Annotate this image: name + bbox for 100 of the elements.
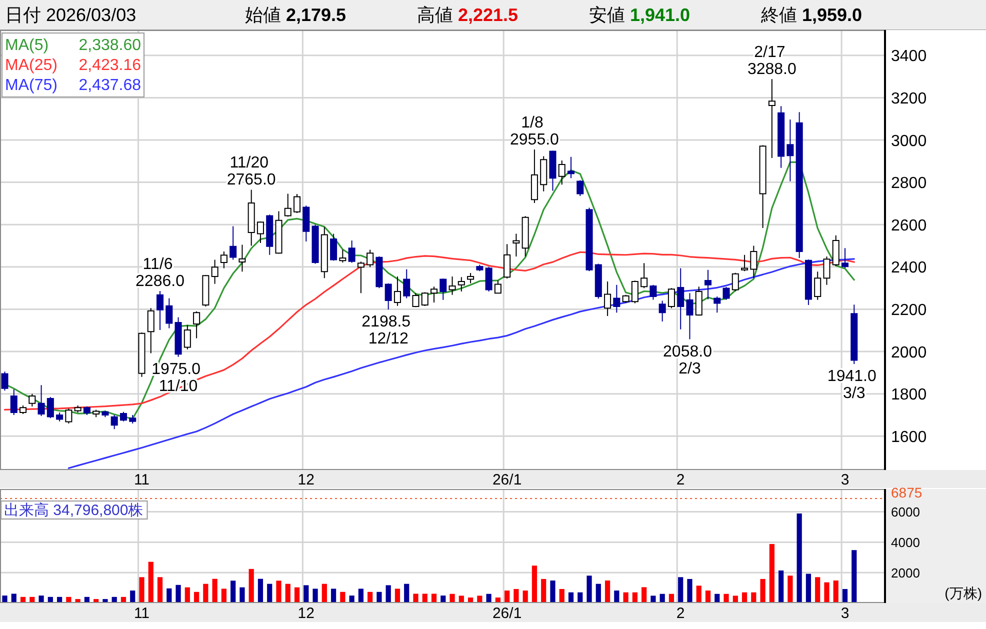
candlestick xyxy=(850,304,858,365)
bar xyxy=(2,596,8,603)
y-tick-label: 3000 xyxy=(891,132,927,150)
candlestick xyxy=(110,414,118,430)
candlestick xyxy=(750,245,758,279)
candlestick xyxy=(522,216,529,258)
candlestick xyxy=(512,233,520,258)
candlestick xyxy=(732,272,739,292)
candlestick xyxy=(174,316,182,358)
candlestick xyxy=(778,106,785,168)
y-tick-label: 6000 xyxy=(891,504,920,520)
candlestick xyxy=(658,300,666,322)
y-tick-label: 3200 xyxy=(891,90,927,108)
annotation: 11/20 2765.0 xyxy=(226,154,276,189)
candlestick xyxy=(841,248,849,268)
bar xyxy=(778,570,784,603)
bar xyxy=(559,589,564,603)
x-tick-label: 26/1 xyxy=(492,472,522,488)
y-tick-label: 2200 xyxy=(891,302,927,319)
candlestick xyxy=(284,193,292,218)
candlestick xyxy=(193,310,200,339)
x-tick-label: 3 xyxy=(840,605,850,622)
annotation: 2/17 3288.0 xyxy=(747,44,796,78)
annotation: 2058.0 2/3 xyxy=(663,343,716,378)
candlestick xyxy=(147,308,154,354)
bar xyxy=(240,587,245,603)
candlestick xyxy=(366,249,374,268)
bar xyxy=(358,588,364,603)
candlestick xyxy=(704,269,712,300)
candlestick xyxy=(248,189,255,246)
candlestick xyxy=(504,244,511,280)
candlestick xyxy=(294,193,301,214)
bar xyxy=(203,584,208,603)
bar xyxy=(413,594,418,603)
candlestick xyxy=(631,280,638,304)
bar xyxy=(842,589,848,603)
bar xyxy=(824,582,830,603)
bar xyxy=(230,580,236,603)
candlestick xyxy=(832,234,840,266)
x-tick-label: 12 xyxy=(298,605,314,622)
candlestick xyxy=(56,412,64,422)
bar xyxy=(550,580,556,603)
bar xyxy=(678,577,684,603)
y-tick-label: 1800 xyxy=(891,386,927,404)
bar xyxy=(532,566,538,603)
bar xyxy=(769,544,774,603)
bar xyxy=(248,568,254,603)
candlestick xyxy=(38,384,45,417)
bar xyxy=(450,594,455,603)
bar xyxy=(394,588,400,603)
candlestick xyxy=(594,263,602,300)
candlestick xyxy=(238,244,246,272)
chart-title: 日付 2026/03/03 xyxy=(5,5,136,25)
y-axis-title: (万株) xyxy=(944,585,982,601)
x-tick-label: 2 xyxy=(676,472,685,488)
x-tick-label: 12 xyxy=(298,472,314,488)
bar xyxy=(386,585,391,603)
bar xyxy=(166,588,172,603)
candlestick xyxy=(184,324,191,350)
candlestick xyxy=(1,371,8,392)
candlestick xyxy=(604,281,612,316)
text: 高値 2,221.5 xyxy=(417,5,518,25)
bar xyxy=(833,580,838,603)
bar xyxy=(541,578,546,603)
candlestick xyxy=(476,264,484,272)
annotation: 2198.5 12/12 xyxy=(362,314,416,348)
text: 安値 1,941.0 xyxy=(589,5,690,25)
bar xyxy=(705,590,711,603)
candlestick xyxy=(613,284,620,314)
bar xyxy=(221,588,226,603)
y-tick-label: 1600 xyxy=(891,428,927,446)
candlestick xyxy=(796,112,803,259)
bar xyxy=(212,578,218,603)
bar xyxy=(623,592,628,603)
candlestick xyxy=(20,404,27,414)
candlestick xyxy=(714,296,721,314)
candlestick xyxy=(650,284,657,300)
bar xyxy=(148,562,154,603)
candlestick xyxy=(640,262,648,289)
bar xyxy=(276,580,282,603)
candlestick xyxy=(202,274,210,307)
candlestick xyxy=(440,278,447,300)
bar xyxy=(852,550,857,603)
candlestick xyxy=(120,411,127,422)
bar xyxy=(258,578,264,603)
bar xyxy=(650,596,656,603)
candlestick xyxy=(65,408,72,424)
candlestick xyxy=(458,276,465,292)
candlestick xyxy=(74,404,82,413)
ref-line-label: 6875 xyxy=(891,484,922,500)
candlestick xyxy=(46,396,54,419)
candlestick xyxy=(804,259,812,306)
bar xyxy=(176,584,181,603)
candlestick xyxy=(558,160,566,186)
bar xyxy=(604,580,610,603)
bar xyxy=(796,513,802,603)
bar xyxy=(760,578,766,603)
bar xyxy=(504,590,510,603)
candlestick xyxy=(403,268,410,299)
bar xyxy=(788,576,793,603)
